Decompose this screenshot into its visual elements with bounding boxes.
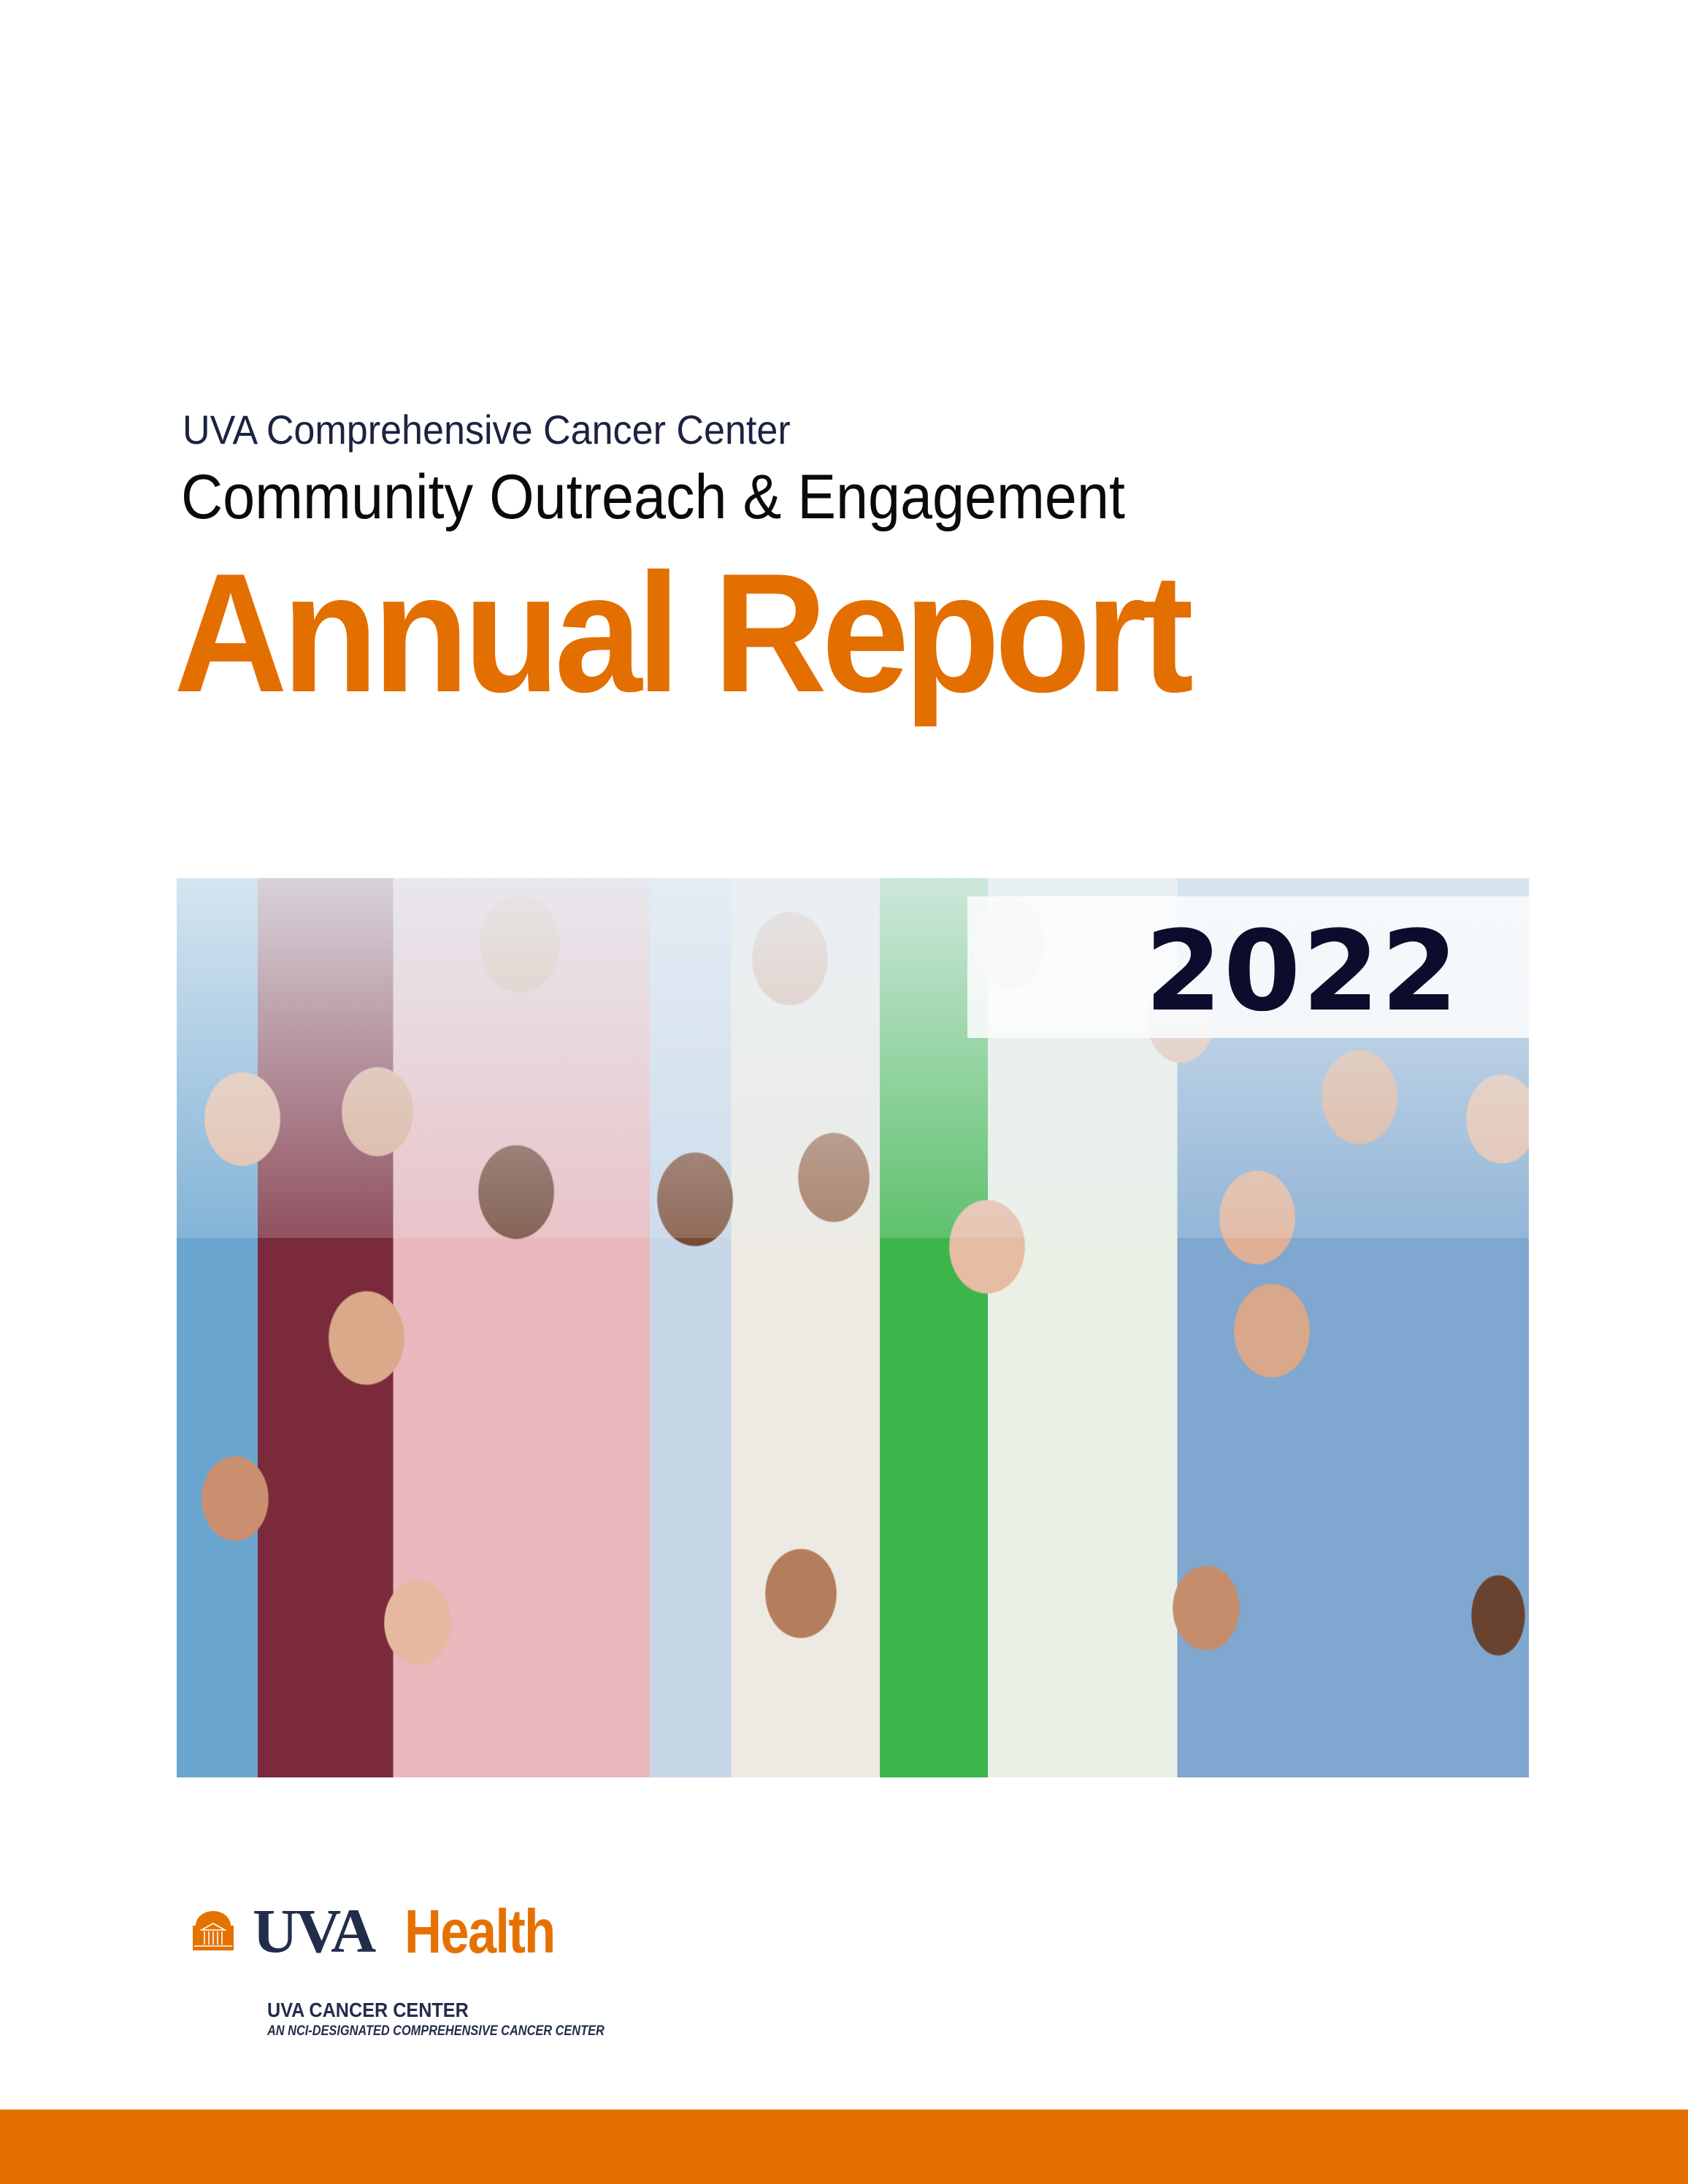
logo-health-text: Health bbox=[404, 1897, 556, 1966]
report-title: Annual Report bbox=[174, 539, 1194, 728]
cancer-center-name: UVA CANCER CENTER bbox=[267, 1999, 469, 2021]
cancer-center-designation: AN NCI-DESIGNATED COMPREHENSIVE CANCER C… bbox=[267, 2023, 605, 2039]
year-banner bbox=[967, 896, 1530, 1038]
report-year: 2022 bbox=[1145, 907, 1460, 1036]
cover-subtitle: UVA Comprehensive Cancer Center bbox=[183, 407, 791, 453]
rotunda-icon bbox=[193, 1911, 234, 1950]
program-name: Community Outreach & Engagement bbox=[181, 462, 1125, 532]
footer-bar bbox=[0, 2110, 1688, 2184]
logo-uva-text: UVA bbox=[253, 1896, 376, 1966]
